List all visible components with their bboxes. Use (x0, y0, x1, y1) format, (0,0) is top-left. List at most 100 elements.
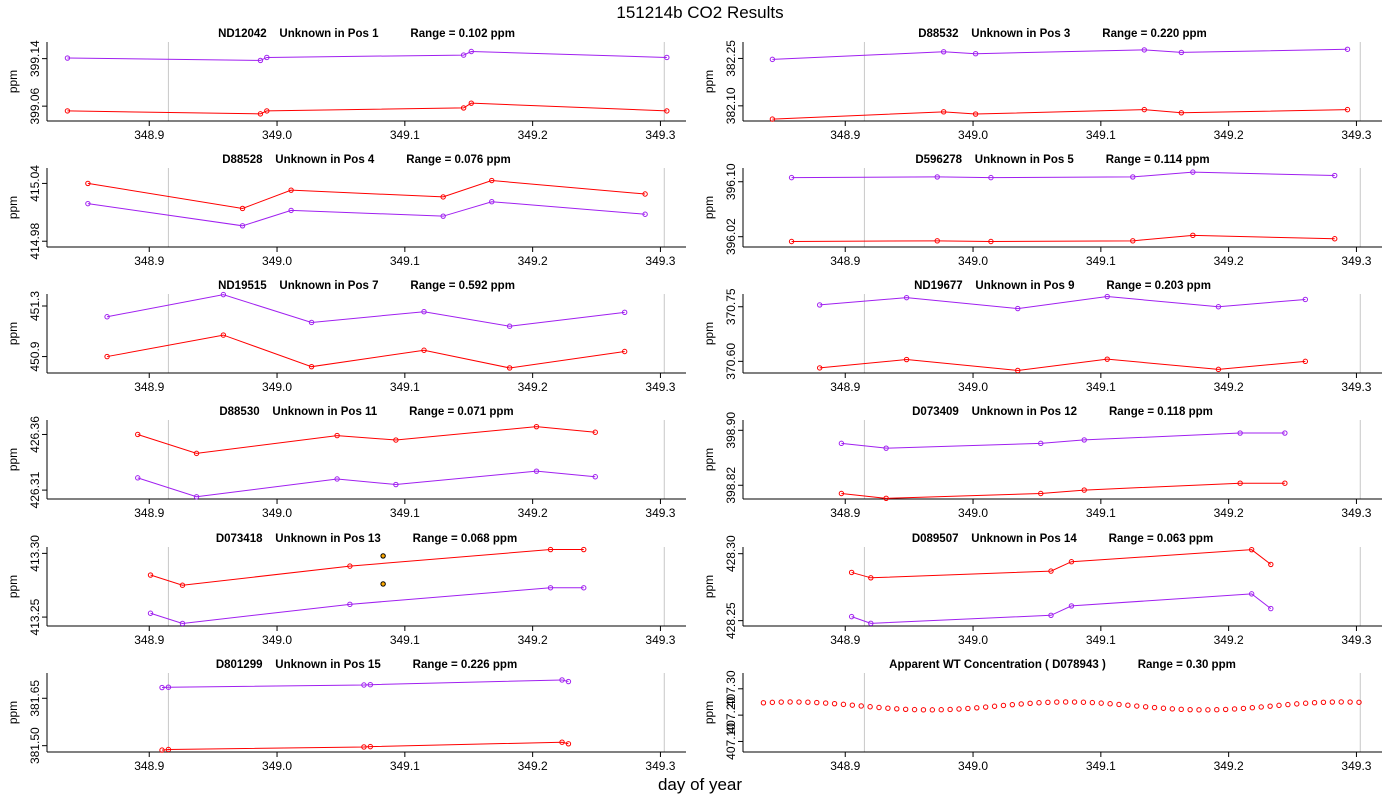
series-line-red (851, 549, 1272, 579)
data-point (1045, 699, 1051, 706)
data-point (1000, 702, 1007, 709)
panel-title: ND12042 Unknown in Pos 1 Range = 0.102 p… (218, 28, 515, 40)
data-point (972, 50, 979, 57)
panel-title-part: D88528 (222, 154, 263, 166)
data-point (559, 677, 565, 683)
data-point (64, 55, 71, 61)
data-point (822, 700, 829, 706)
data-point (1027, 700, 1033, 706)
data-point (940, 49, 947, 55)
data-point (147, 572, 154, 578)
data-point (421, 308, 427, 315)
data-point (1142, 704, 1149, 710)
panel-title-part: Unknown in Pos 9 (963, 280, 1075, 292)
series-line-red (150, 549, 584, 586)
panel-6: ND19677 Unknown in Pos 9 Range = 0.203 p… (702, 280, 1382, 394)
data-point (642, 191, 648, 197)
data-point (147, 610, 154, 616)
x-tick-label: 349.1 (390, 254, 420, 268)
data-point (988, 174, 994, 181)
data-point (929, 707, 936, 713)
data-point (903, 294, 910, 301)
data-point (1237, 480, 1243, 486)
panel-10: D089507 Unknown in Pos 14 Range = 0.063 … (702, 533, 1382, 647)
data-point (565, 741, 572, 747)
panel-title: D88528 Unknown in Pos 4 Range = 0.076 pp… (222, 154, 511, 166)
x-tick-label: 349.0 (958, 759, 988, 773)
data-point (1347, 699, 1353, 705)
data-point (902, 706, 909, 712)
y-axis-label: ppm (6, 322, 20, 345)
panel-title-part: D089507 (912, 533, 959, 545)
panel-title: D801299 Unknown in Pos 15 Range = 0.226 … (216, 659, 517, 671)
x-tick-label: 348.9 (830, 633, 860, 647)
data-point (876, 704, 882, 711)
data-point (135, 431, 141, 438)
data-point (565, 678, 572, 685)
data-point (1214, 707, 1220, 713)
data-point (1294, 701, 1300, 707)
data-point (787, 699, 793, 705)
data-point (1018, 701, 1024, 707)
panel-12: Apparent WT Concentration ( D078943 ) Ra… (702, 659, 1382, 773)
panel-title-part: Range = 0.220 ppm (1070, 28, 1206, 40)
series-line-red (791, 234, 1335, 243)
x-tick-label: 349.2 (1214, 633, 1244, 647)
y-tick-label: 451.3 (28, 291, 42, 321)
data-point (460, 52, 467, 58)
data-point (1344, 46, 1351, 52)
data-point (934, 238, 940, 244)
data-point (288, 187, 294, 193)
x-tick-label: 349.3 (645, 128, 675, 142)
panel-11: D801299 Unknown in Pos 15 Range = 0.226 … (6, 659, 686, 773)
series-line-red (772, 109, 1348, 120)
data-point (988, 238, 994, 245)
data-point (621, 309, 628, 316)
panel-title-part: D88532 (918, 28, 958, 40)
y-axis-label: ppm (702, 70, 716, 93)
data-point (1048, 568, 1054, 574)
series-line-purple (150, 587, 584, 624)
data-point (489, 199, 495, 205)
data-point (179, 582, 186, 588)
data-point (1081, 437, 1087, 443)
data-point (1178, 706, 1184, 713)
x-tick-label: 348.9 (134, 506, 164, 520)
data-point (883, 495, 889, 502)
data-point (1302, 700, 1309, 706)
data-point (868, 620, 874, 627)
data-point (159, 747, 165, 753)
x-tick-label: 349.1 (1086, 128, 1116, 142)
extra-point (380, 553, 386, 559)
data-point (1089, 699, 1096, 706)
data-point (347, 601, 353, 608)
x-tick-label: 349.3 (645, 759, 675, 773)
data-point (769, 56, 776, 63)
x-tick-label: 348.9 (830, 128, 860, 142)
figure-title: 151214b CO2 Results (616, 3, 784, 22)
x-tick-label: 349.0 (262, 254, 292, 268)
panel-4: D596278 Unknown in Pos 5 Range = 0.114 p… (702, 154, 1382, 268)
x-tick-label: 348.9 (830, 506, 860, 520)
data-point (1048, 612, 1054, 618)
data-point (264, 108, 270, 114)
panel-title: D073418 Unknown in Pos 13 Range = 0.068 … (216, 533, 517, 545)
data-point (1015, 305, 1021, 312)
data-point (621, 348, 628, 355)
panel-5: ND19515 Unknown in Pos 7 Range = 0.592 p… (6, 280, 686, 394)
x-tick-label: 349.0 (262, 128, 292, 142)
panel-title-part: Range = 0.102 ppm (378, 28, 514, 40)
data-point (1009, 701, 1016, 708)
panel-title-part: Range = 0.063 ppm (1077, 533, 1213, 545)
panel-title-part: Range = 0.071 ppm (377, 406, 513, 418)
series-line-red (841, 482, 1285, 499)
x-tick-label: 349.3 (1341, 128, 1371, 142)
data-point (1267, 703, 1273, 709)
data-point (1215, 366, 1222, 373)
data-point (1068, 559, 1075, 565)
data-point (849, 702, 856, 708)
y-tick-label: 381.50 (28, 727, 42, 764)
data-point (938, 707, 944, 713)
x-tick-label: 348.9 (830, 254, 860, 268)
